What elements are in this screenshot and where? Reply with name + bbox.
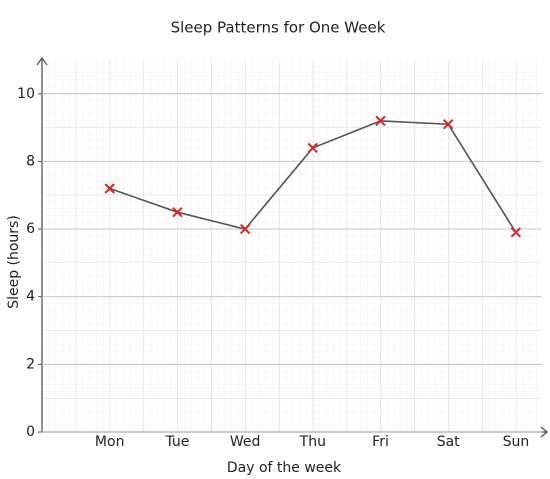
y-tick-label: 6: [26, 221, 35, 237]
y-tick-label: 0: [26, 424, 35, 440]
x-tick-label: Wed: [230, 434, 261, 450]
marker: [510, 227, 522, 238]
graph-paper: [42, 60, 542, 432]
x-tick-label: Fri: [372, 434, 389, 450]
x-tick-label: Sun: [503, 434, 530, 450]
marker: [239, 223, 251, 235]
marker: [375, 115, 386, 127]
x-tick-label: Mon: [95, 434, 125, 450]
marker: [307, 142, 319, 154]
marker: [104, 183, 115, 194]
marker: [172, 206, 183, 218]
y-axis: [36, 56, 48, 432]
chart-title: Sleep Patterns for One Week: [171, 19, 386, 37]
y-tick-label: 2: [26, 356, 35, 372]
y-tick-label: 10: [17, 86, 35, 102]
x-tick-label: Thu: [299, 434, 326, 450]
major-grid: [42, 60, 542, 432]
y-tick-label: 4: [26, 289, 35, 305]
x-tick-label: Tue: [164, 434, 189, 450]
x-axis-label: Day of the week: [227, 460, 342, 476]
y-tick-label: 8: [26, 153, 35, 169]
marker: [442, 119, 454, 130]
x-tick-label: Sat: [437, 434, 460, 450]
y-axis-label: Sleep (hours): [6, 215, 22, 309]
